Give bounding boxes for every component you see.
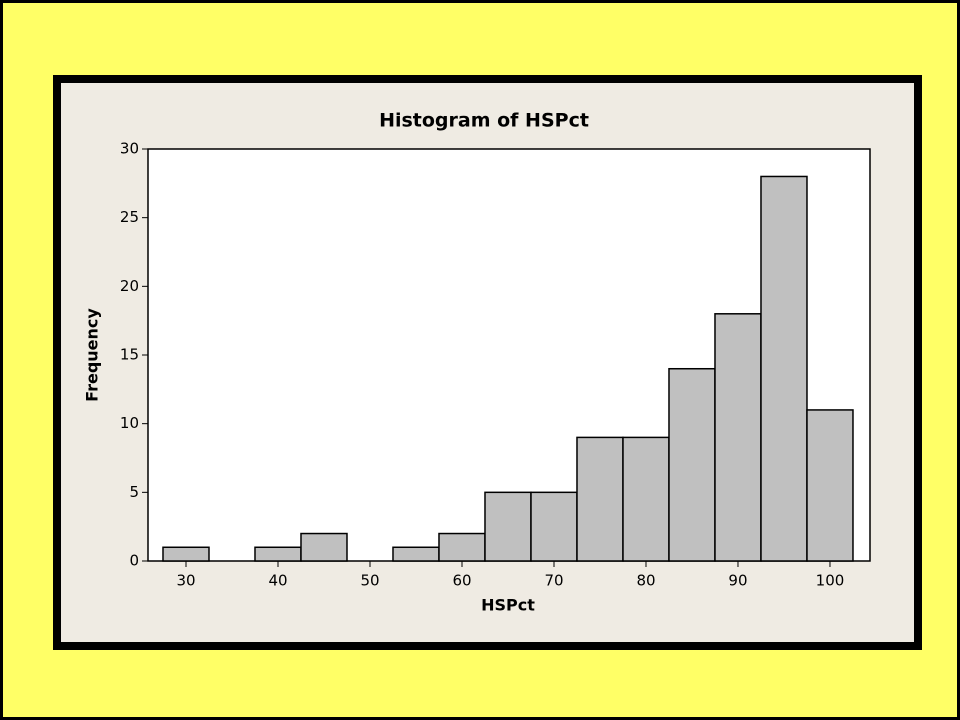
bar [576, 436, 624, 562]
bar [392, 546, 440, 562]
x-tick-label: 80 [636, 572, 655, 590]
y-tick-label: 30 [120, 140, 139, 158]
x-tick-label: 100 [816, 572, 845, 590]
y-tick-label: 25 [120, 208, 139, 226]
bar [530, 491, 578, 562]
bar [622, 436, 670, 562]
y-tick-label: 20 [120, 277, 139, 295]
y-tick-label: 10 [120, 414, 139, 432]
x-tick-label: 90 [728, 572, 747, 590]
chart-title: Histogram of HSPct [379, 110, 589, 132]
bar [162, 546, 210, 562]
bar [806, 409, 854, 562]
y-tick-label: 15 [120, 346, 139, 364]
x-tick-label: 70 [544, 572, 563, 590]
bar [760, 175, 808, 562]
y-tick-label: 0 [129, 552, 139, 570]
bar [484, 491, 532, 562]
x-tick-label: 60 [452, 572, 471, 590]
x-tick-label: 50 [360, 572, 379, 590]
bar [714, 313, 762, 562]
bar [254, 546, 302, 562]
bar [300, 532, 348, 562]
x-tick-label: 40 [268, 572, 287, 590]
bar [668, 367, 716, 562]
x-axis-label: HSPct [481, 596, 535, 615]
bar [438, 532, 486, 562]
x-tick-label: 30 [176, 572, 195, 590]
y-axis-label: Frequency [83, 308, 102, 402]
y-tick-label: 5 [129, 483, 139, 501]
